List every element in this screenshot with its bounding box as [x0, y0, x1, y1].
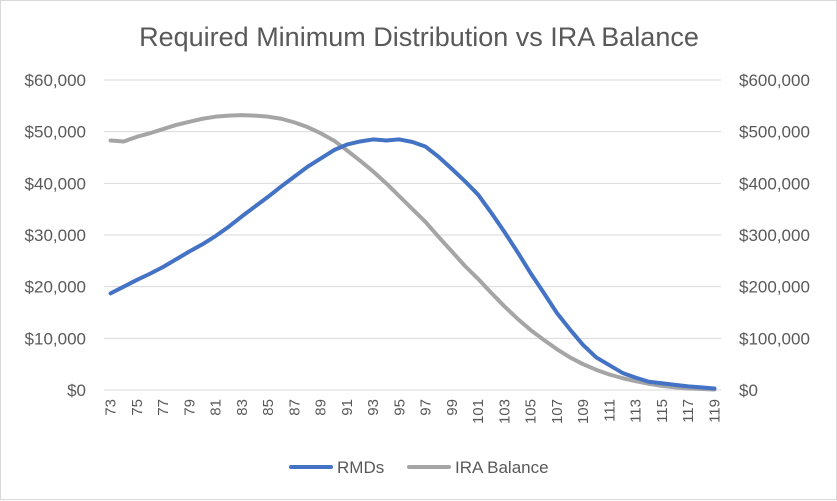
x-tick-label: 97 — [418, 399, 435, 416]
x-tick-label: 117 — [680, 399, 697, 423]
right-y-tick-label: $200,000 — [739, 278, 810, 297]
rmds-line — [108, 137, 717, 391]
x-tick-label: 75 — [129, 399, 146, 416]
x-tick-label: 119 — [706, 399, 723, 423]
right-axis-ticks: $0 $100,000 $200,000 $300,000 $400,000 $500,0… — [739, 71, 810, 400]
x-tick-label: 111 — [601, 399, 618, 422]
right-y-tick-label: $600,000 — [739, 71, 810, 90]
x-tick-label: 87 — [286, 399, 303, 416]
left-axis-ticks: $0 $10,000 $20,000 $30,000 $40,000 $50,000 $60… — [25, 71, 86, 400]
x-tick-label: 95 — [391, 399, 408, 416]
legend: RMDs IRA Balance — [289, 458, 549, 477]
left-y-tick-label: $20,000 — [25, 278, 86, 297]
ira-balance-line — [108, 113, 717, 392]
x-tick-label: 115 — [654, 399, 671, 423]
chart-title: Required Minimum Distribution vs IRA Bal… — [139, 22, 699, 52]
x-tick-label: 85 — [260, 399, 277, 416]
x-tick-label: 77 — [155, 399, 172, 416]
left-y-tick-label: $50,000 — [25, 123, 86, 142]
x-tick-label: 83 — [234, 399, 251, 416]
x-tick-label: 109 — [575, 399, 592, 424]
x-axis-ticks: 73 75 77 79 81 83 85 87 89 91 93 95 97 99 101 103 105 107… — [103, 399, 724, 424]
left-y-tick-label: $0 — [67, 381, 86, 400]
x-tick-label: 81 — [208, 399, 225, 416]
right-y-tick-label: $0 — [739, 381, 758, 400]
right-y-tick-label: $400,000 — [739, 174, 810, 193]
legend-label: IRA Balance — [455, 458, 549, 477]
left-y-tick-label: $10,000 — [25, 329, 86, 348]
left-y-tick-label: $60,000 — [25, 71, 86, 90]
x-tick-label: 105 — [523, 399, 540, 424]
legend-label: RMDs — [337, 458, 384, 477]
left-y-tick-label: $30,000 — [25, 226, 86, 245]
right-y-tick-label: $500,000 — [739, 123, 810, 142]
right-y-tick-label: $100,000 — [739, 329, 810, 348]
x-tick-label: 93 — [365, 399, 382, 416]
x-tick-label: 91 — [339, 399, 356, 416]
x-tick-label: 113 — [628, 399, 645, 423]
x-tick-label: 73 — [103, 399, 120, 416]
x-tick-label: 101 — [470, 399, 487, 424]
x-tick-label: 99 — [444, 399, 461, 416]
x-tick-label: 89 — [313, 399, 330, 416]
x-tick-label: 79 — [181, 399, 198, 416]
series-lines — [108, 113, 717, 392]
right-y-tick-label: $300,000 — [739, 226, 810, 245]
left-y-tick-label: $40,000 — [25, 174, 86, 193]
x-tick-label: 103 — [496, 399, 513, 424]
gridlines — [104, 79, 721, 391]
x-tick-label: 107 — [549, 399, 566, 424]
